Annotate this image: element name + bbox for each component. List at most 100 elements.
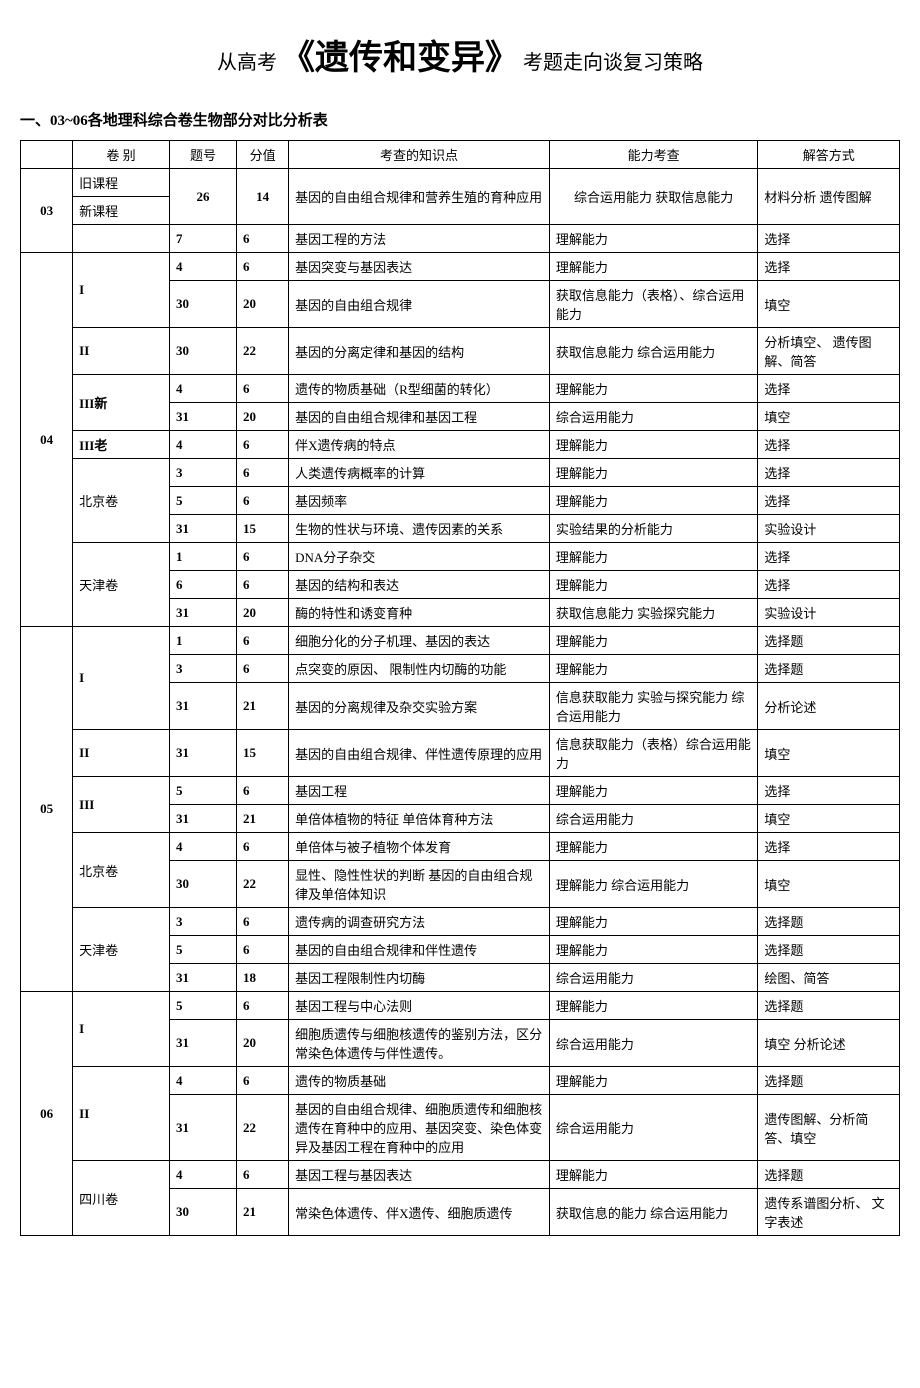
qnum-cell: 5 — [169, 992, 236, 1020]
ability-cell: 信息获取能力 实验与探究能力 综合运用能力 — [549, 683, 758, 730]
score-cell: 6 — [237, 627, 289, 655]
ability-cell: 理解能力 — [549, 253, 758, 281]
paper-cell: 北京卷 — [73, 459, 170, 543]
header-year — [21, 141, 73, 169]
qnum-cell: 6 — [169, 571, 236, 599]
knowledge-cell: 基因的分离定律和基因的结构 — [289, 328, 550, 375]
method-cell: 选择 — [758, 833, 900, 861]
ability-cell: 理解能力 — [549, 627, 758, 655]
analysis-table: 卷 别 题号 分值 考查的知识点 能力考查 解答方式 03 旧课程 26 14 … — [20, 140, 900, 1236]
qnum-cell: 5 — [169, 777, 236, 805]
table-row: 05 I 1 6 细胞分化的分子机理、基因的表达 理解能力 选择题 — [21, 627, 900, 655]
ability-cell: 理解能力 — [549, 1161, 758, 1189]
method-cell: 材料分析 遗传图解 — [758, 169, 900, 225]
method-cell: 填空 分析论述 — [758, 1020, 900, 1067]
score-cell: 6 — [237, 543, 289, 571]
ability-cell: 理解能力 — [549, 375, 758, 403]
method-cell: 选择题 — [758, 992, 900, 1020]
method-cell: 实验设计 — [758, 599, 900, 627]
qnum-cell: 7 — [169, 225, 236, 253]
ability-cell: 信息获取能力（表格）综合运用能力 — [549, 730, 758, 777]
knowledge-cell: 基因工程的方法 — [289, 225, 550, 253]
knowledge-cell: 人类遗传病概率的计算 — [289, 459, 550, 487]
qnum-cell: 1 — [169, 543, 236, 571]
method-cell: 遗传图解、分析简答、填空 — [758, 1095, 900, 1161]
score-cell: 21 — [237, 805, 289, 833]
method-cell: 选择 — [758, 431, 900, 459]
year-cell: 05 — [21, 627, 73, 992]
qnum-cell: 31 — [169, 964, 236, 992]
score-cell: 15 — [237, 730, 289, 777]
qnum-cell: 30 — [169, 281, 236, 328]
ability-cell: 综合运用能力 — [549, 964, 758, 992]
title-main: 《遗传和变异》 — [281, 40, 519, 77]
knowledge-cell: DNA分子杂交 — [289, 543, 550, 571]
knowledge-cell: 基因的自由组合规律和营养生殖的育种应用 — [289, 169, 550, 225]
header-paper: 卷 别 — [73, 141, 170, 169]
header-ability: 能力考查 — [549, 141, 758, 169]
score-cell: 20 — [237, 1020, 289, 1067]
paper-cell — [73, 225, 170, 253]
ability-cell: 获取信息的能力 综合运用能力 — [549, 1189, 758, 1236]
method-cell: 分析填空、 遗传图解、简答 — [758, 328, 900, 375]
title-suffix: 考题走向谈复习策略 — [523, 52, 703, 74]
score-cell: 6 — [237, 992, 289, 1020]
method-cell: 选择 — [758, 487, 900, 515]
ability-cell: 理解能力 — [549, 936, 758, 964]
paper-cell: 新课程 — [73, 197, 170, 225]
knowledge-cell: 常染色体遗传、伴X遗传、细胞质遗传 — [289, 1189, 550, 1236]
year-cell: 04 — [21, 253, 73, 627]
ability-cell: 理解能力 — [549, 992, 758, 1020]
knowledge-cell: 点突变的原因、 限制性内切酶的功能 — [289, 655, 550, 683]
knowledge-cell: 基因的自由组合规律、伴性遗传原理的应用 — [289, 730, 550, 777]
score-cell: 22 — [237, 1095, 289, 1161]
ability-cell: 综合运用能力 — [549, 805, 758, 833]
ability-cell: 理解能力 — [549, 655, 758, 683]
knowledge-cell: 细胞质遗传与细胞核遗传的鉴别方法，区分常染色体遗传与伴性遗传。 — [289, 1020, 550, 1067]
paper-cell: 天津卷 — [73, 908, 170, 992]
ability-cell: 综合运用能力 — [549, 403, 758, 431]
table-row: III新 4 6 遗传的物质基础（R型细菌的转化） 理解能力 选择 — [21, 375, 900, 403]
method-cell: 选择题 — [758, 655, 900, 683]
method-cell: 填空 — [758, 861, 900, 908]
score-cell: 6 — [237, 253, 289, 281]
paper-cell: I — [73, 253, 170, 328]
table-row: 04 I 4 6 基因突变与基因表达 理解能力 选择 — [21, 253, 900, 281]
method-cell: 选择题 — [758, 1161, 900, 1189]
method-cell: 选择 — [758, 459, 900, 487]
score-cell: 6 — [237, 1161, 289, 1189]
method-cell: 选择题 — [758, 627, 900, 655]
ability-cell: 获取信息能力 综合运用能力 — [549, 328, 758, 375]
qnum-cell: 31 — [169, 599, 236, 627]
table-row: III 5 6 基因工程 理解能力 选择 — [21, 777, 900, 805]
ability-cell: 获取信息能力 实验探究能力 — [549, 599, 758, 627]
method-cell: 绘图、简答 — [758, 964, 900, 992]
method-cell: 选择 — [758, 253, 900, 281]
qnum-cell: 3 — [169, 908, 236, 936]
ability-cell: 理解能力 — [549, 543, 758, 571]
knowledge-cell: 显性、隐性性状的判断 基因的自由组合规律及单倍体知识 — [289, 861, 550, 908]
paper-cell: 北京卷 — [73, 833, 170, 908]
ability-cell: 理解能力 — [549, 1067, 758, 1095]
year-cell: 06 — [21, 992, 73, 1236]
knowledge-cell: 基因的自由组合规律和伴性遗传 — [289, 936, 550, 964]
knowledge-cell: 酶的特性和诱变育种 — [289, 599, 550, 627]
table-row: II 4 6 遗传的物质基础 理解能力 选择题 — [21, 1067, 900, 1095]
score-cell: 6 — [237, 936, 289, 964]
table-row: II 31 15 基因的自由组合规律、伴性遗传原理的应用 信息获取能力（表格）综… — [21, 730, 900, 777]
qnum-cell: 4 — [169, 833, 236, 861]
section-header: 一、03~06各地理科综合卷生物部分对比分析表 — [20, 109, 900, 130]
qnum-cell: 4 — [169, 375, 236, 403]
ability-cell: 获取信息能力（表格）、综合运用能力 — [549, 281, 758, 328]
qnum-cell: 3 — [169, 655, 236, 683]
paper-cell: III — [73, 777, 170, 833]
paper-cell: 天津卷 — [73, 543, 170, 627]
knowledge-cell: 遗传病的调查研究方法 — [289, 908, 550, 936]
method-cell: 选择 — [758, 777, 900, 805]
qnum-cell: 31 — [169, 683, 236, 730]
ability-cell: 理解能力 — [549, 833, 758, 861]
score-cell: 15 — [237, 515, 289, 543]
qnum-cell: 1 — [169, 627, 236, 655]
qnum-cell: 4 — [169, 1161, 236, 1189]
qnum-cell: 31 — [169, 1020, 236, 1067]
